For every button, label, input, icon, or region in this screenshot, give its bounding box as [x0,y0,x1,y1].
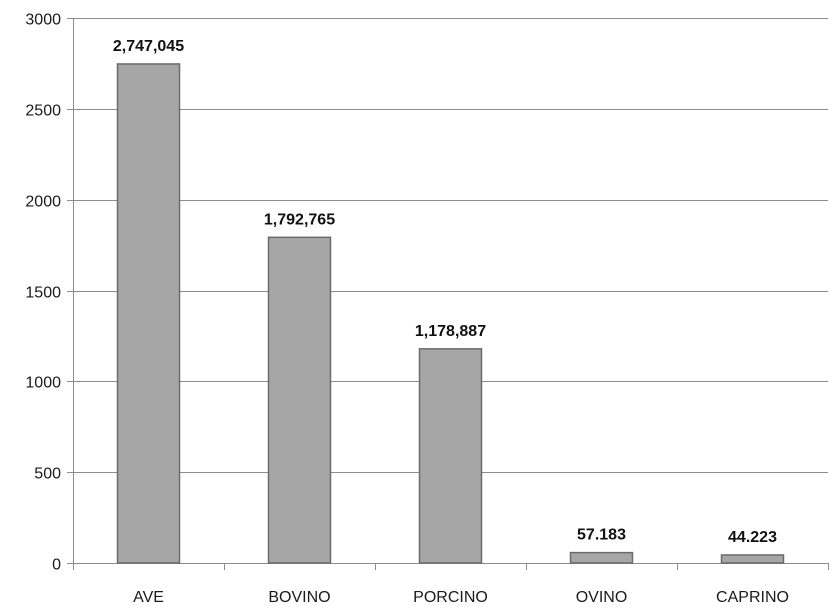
y-tick-label: 2000 [25,194,61,211]
data-label-caprino: 44.223 [728,529,777,546]
y-tick-label: 1000 [25,375,61,392]
y-tick-label: 500 [34,466,61,483]
x-tick-label-ovino: OVINO [576,589,628,606]
data-label-bovino: 1,792,765 [264,211,335,228]
gridlines [73,18,828,473]
x-tick-label-caprino: CAPRINO [716,589,789,606]
x-tick-label-ave: AVE [133,589,164,606]
bar-caprino [720,554,785,564]
labels: 0 500 1000 1500 2000 2500 3000 2,747,045 AVE 1,79… [25,12,789,607]
bar-ave [116,63,181,564]
data-label-ovino: 57.183 [577,527,626,544]
bar-porcino [418,348,483,564]
y-tick-label: 3000 [25,12,61,29]
data-label-porcino: 1,178,887 [415,323,486,340]
bar-ovino [569,551,634,564]
y-tick-label: 1500 [25,285,61,302]
y-tick-label: 2500 [25,103,61,120]
x-tick-label-bovino: BOVINO [268,589,330,606]
x-tick-label-porcino: PORCINO [413,589,488,606]
bar-bovino [267,236,332,564]
bars [116,63,785,564]
data-label-ave: 2,747,045 [113,38,184,55]
y-tick-label: 0 [52,557,61,574]
